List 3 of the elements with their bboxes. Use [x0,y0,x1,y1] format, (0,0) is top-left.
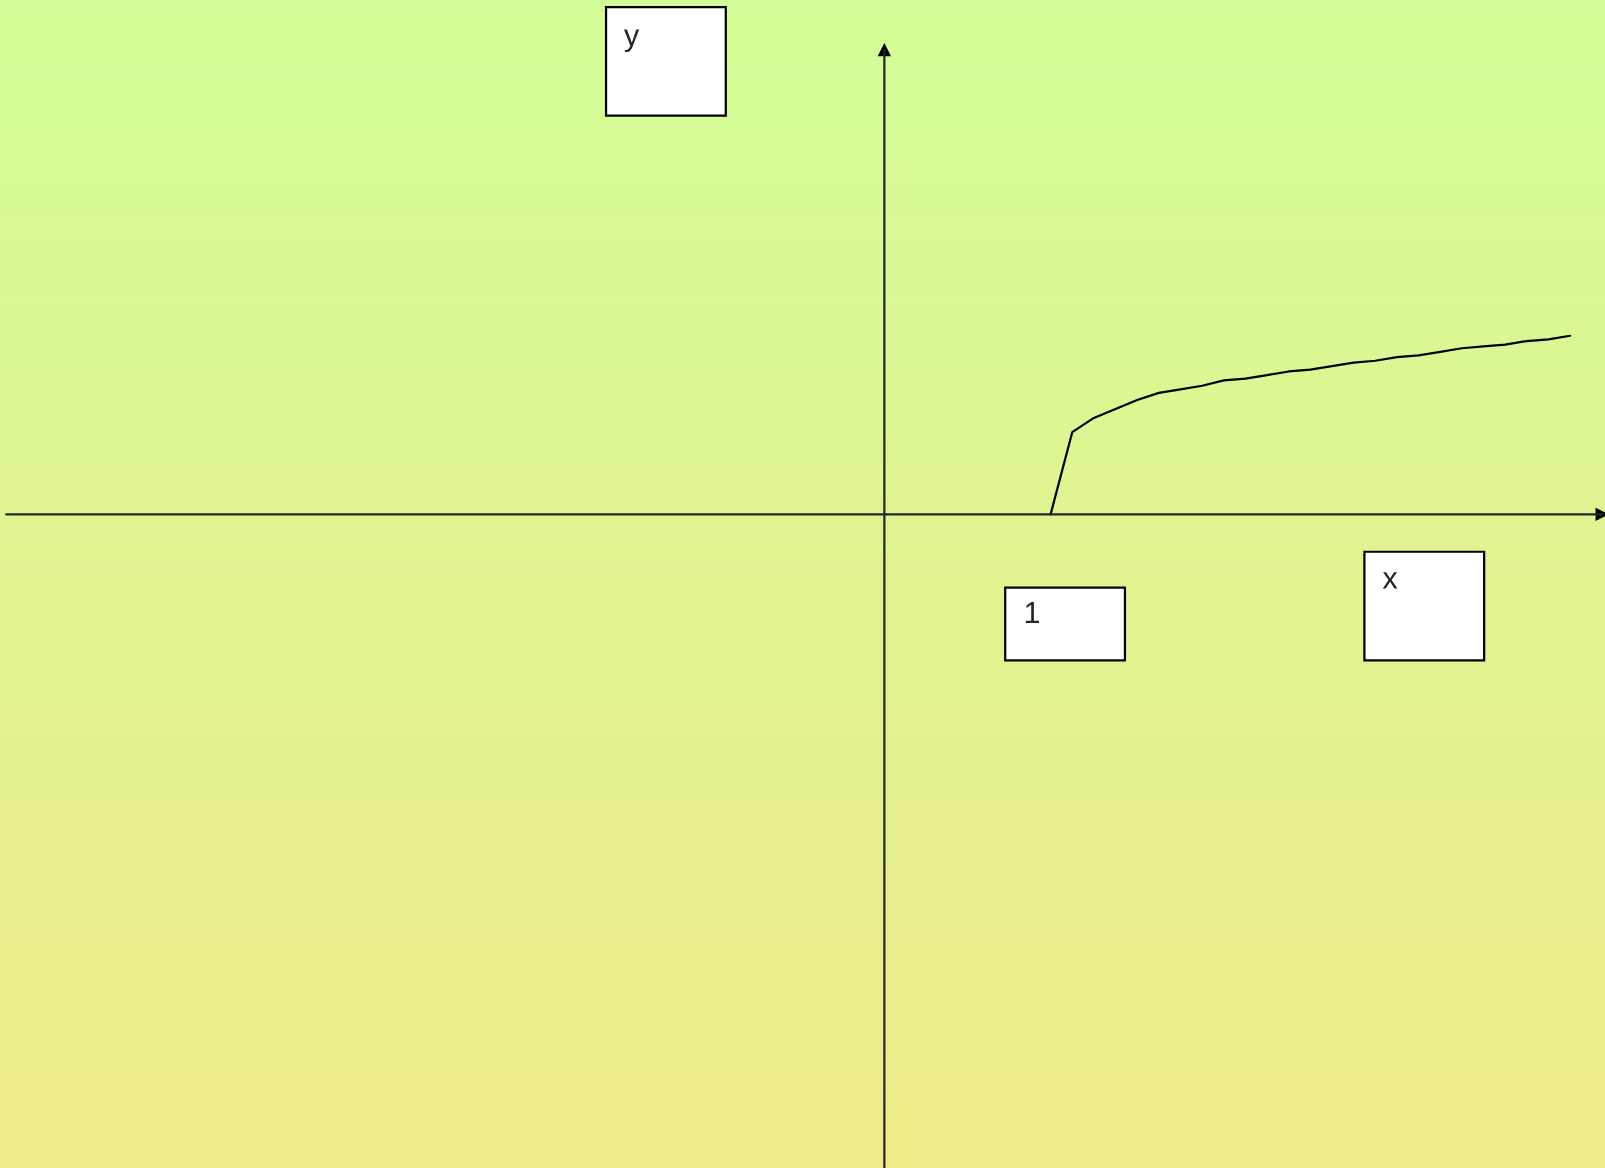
text: y [624,29,640,53]
text: 1 [1025,602,1040,624]
text: x [1382,572,1398,589]
